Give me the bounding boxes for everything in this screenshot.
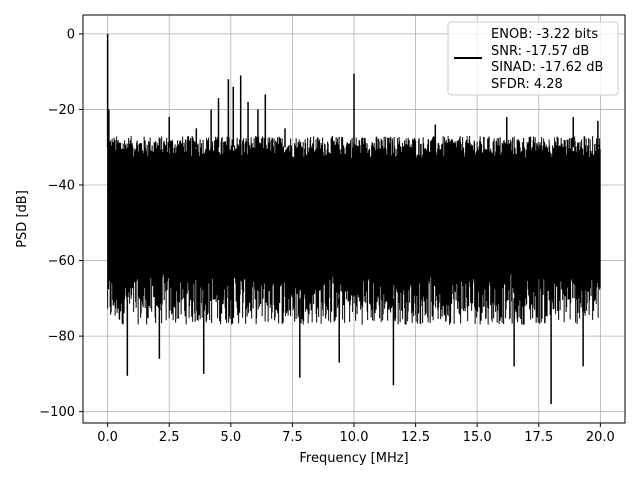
x-tick-label: 12.5 bbox=[401, 430, 430, 445]
legend-entry-snr: SNR: -17.57 dB bbox=[491, 44, 589, 59]
axis-ticks: 0.0 2.5 5.0 7.5 10.0 12.5 15.0 17.5 20.0 0 −20 −40 −… bbox=[39, 27, 615, 445]
y-axis-label: PSD [dB] bbox=[15, 190, 30, 248]
x-tick-label: 15.0 bbox=[463, 430, 492, 445]
psd-series bbox=[106, 33, 601, 405]
psd-noise-floor bbox=[107, 135, 601, 325]
legend-entry-enob: ENOB: -3.22 bits bbox=[491, 27, 598, 42]
x-tick-label: 7.5 bbox=[282, 430, 303, 445]
x-tick-label: 10.0 bbox=[340, 430, 369, 445]
legend-entry-sfdr: SFDR: 4.28 bbox=[491, 77, 563, 92]
y-tick-label: 0 bbox=[67, 27, 75, 42]
y-tick-label: −20 bbox=[48, 103, 75, 118]
x-tick-label: 20.0 bbox=[586, 430, 615, 445]
x-tick-label: 0.0 bbox=[97, 430, 118, 445]
x-tick-label: 5.0 bbox=[220, 430, 241, 445]
legend-entry-sinad: SINAD: -17.62 dB bbox=[491, 60, 603, 75]
x-tick-label: 2.5 bbox=[159, 430, 180, 445]
x-tick-label: 17.5 bbox=[524, 430, 553, 445]
y-tick-label: −40 bbox=[48, 179, 75, 194]
y-tick-label: −60 bbox=[48, 254, 75, 269]
legend-box bbox=[447, 21, 619, 96]
legend: ENOB: -3.22 bits SNR: -17.57 dB SINAD: -… bbox=[447, 21, 619, 96]
y-tick-label: −80 bbox=[48, 330, 75, 345]
y-tick-label: −100 bbox=[39, 405, 75, 420]
x-axis-label: Frequency [MHz] bbox=[299, 451, 408, 466]
